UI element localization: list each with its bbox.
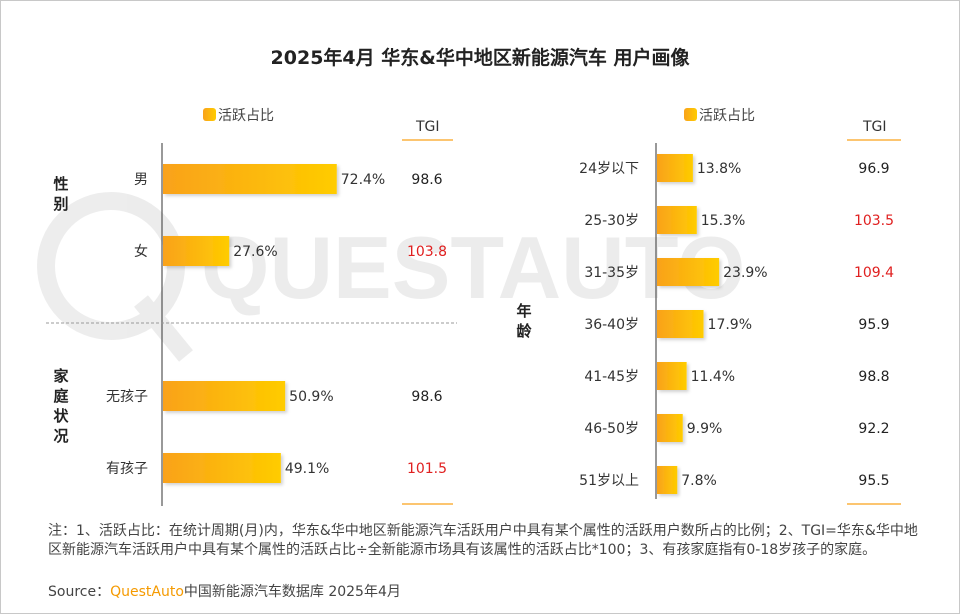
category-label: 46-50岁: [584, 421, 639, 437]
bar: [657, 362, 687, 390]
legend-swatch: [203, 108, 216, 121]
data-label: 17.9%: [708, 317, 752, 333]
category-label: 24岁以下: [579, 161, 639, 177]
data-label: 15.3%: [701, 213, 745, 229]
tgi-value: 92.2: [858, 421, 889, 437]
legend-label-right: 活跃占比: [699, 108, 755, 124]
bar: [657, 466, 678, 494]
bar: [163, 164, 337, 194]
bar: [657, 154, 693, 182]
tgi-value: 109.4: [854, 265, 894, 281]
bar: [657, 206, 697, 234]
bar: [163, 236, 230, 266]
bar: [657, 414, 683, 442]
tgi-header-left: TGI: [416, 119, 440, 135]
bar: [657, 310, 704, 338]
watermark: QUESTAUTO: [37, 192, 745, 362]
tgi-value: 101.5: [407, 461, 447, 477]
category-label: 51岁以上: [579, 473, 639, 489]
source-suffix: 中国新能源汽车数据库 2025年4月: [183, 584, 401, 600]
category-label: 36-40岁: [584, 317, 639, 333]
data-label: 11.4%: [691, 369, 735, 385]
footnote: 注：1、活跃占比：在统计周期(月)内，华东&华中地区新能源汽车活跃用户中具有某个…: [48, 523, 918, 558]
data-label: 13.8%: [697, 161, 741, 177]
group-label-char: 况: [53, 427, 68, 445]
category-label: 31-35岁: [584, 265, 639, 281]
tgi-value: 98.8: [858, 369, 889, 385]
data-label: 50.9%: [289, 389, 333, 405]
category-label: 女: [134, 243, 148, 260]
legend-swatch: [684, 108, 697, 121]
category-label: 有孩子: [106, 461, 148, 477]
group-label-char: 年: [516, 302, 531, 320]
bar: [163, 381, 286, 411]
group-label-char: 家: [53, 367, 68, 385]
data-label: 23.9%: [723, 265, 767, 281]
group-label-char: 龄: [516, 322, 532, 340]
group-label-char: 状: [53, 407, 69, 425]
category-label: 41-45岁: [584, 369, 639, 385]
category-label: 男: [134, 172, 148, 188]
data-label: 49.1%: [285, 461, 329, 477]
source-brand: QuestAuto: [110, 584, 184, 600]
tgi-header-right: TGI: [863, 119, 887, 135]
legend-right: 活跃占比: [684, 105, 755, 125]
tgi-value: 95.5: [858, 473, 889, 489]
tgi-value: 98.6: [411, 389, 442, 405]
legend-left: 活跃占比: [203, 105, 274, 125]
watermark-text: QUESTAUTO: [201, 218, 745, 317]
group-label-char: 庭: [53, 387, 69, 405]
tgi-value: 98.6: [411, 172, 442, 188]
tgi-value: 103.5: [854, 213, 894, 229]
bar: [163, 453, 281, 483]
data-label: 7.8%: [681, 473, 717, 489]
group-label-char: 别: [52, 195, 68, 213]
data-label: 72.4%: [341, 172, 385, 188]
data-label: 9.9%: [687, 421, 723, 437]
tgi-value: 96.9: [858, 161, 889, 177]
category-label: 25-30岁: [584, 213, 639, 229]
source-prefix: Source：: [48, 584, 111, 600]
bar: [657, 258, 720, 286]
category-label: 无孩子: [106, 389, 148, 405]
tgi-value: 103.8: [407, 244, 447, 260]
group-label-char: 性: [53, 175, 68, 193]
legend-label-left: 活跃占比: [218, 108, 274, 124]
tgi-value: 95.9: [858, 317, 889, 333]
source-line: Source：QuestAuto中国新能源汽车数据库 2025年4月: [48, 581, 401, 601]
data-label: 27.6%: [233, 244, 277, 260]
chart-title: 2025年4月 华东&华中地区新能源汽车 用户画像: [270, 47, 690, 69]
